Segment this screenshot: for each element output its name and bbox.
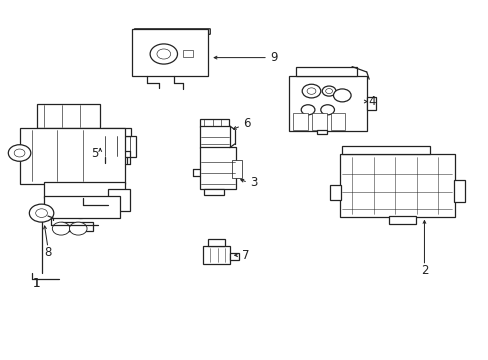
FancyBboxPatch shape [232, 160, 242, 178]
Text: 2: 2 [420, 264, 427, 276]
Text: 1: 1 [33, 277, 41, 290]
Circle shape [69, 222, 87, 235]
Text: 8: 8 [44, 246, 52, 258]
Circle shape [8, 145, 31, 161]
FancyBboxPatch shape [44, 182, 124, 198]
FancyBboxPatch shape [330, 113, 345, 130]
Text: 6: 6 [243, 117, 250, 130]
FancyBboxPatch shape [102, 128, 131, 136]
FancyBboxPatch shape [453, 180, 464, 202]
FancyBboxPatch shape [183, 50, 193, 57]
Circle shape [322, 86, 335, 96]
FancyBboxPatch shape [199, 126, 229, 148]
Circle shape [301, 105, 314, 115]
FancyBboxPatch shape [204, 189, 224, 195]
Circle shape [320, 105, 334, 115]
Circle shape [29, 204, 54, 222]
Text: 4: 4 [368, 95, 376, 108]
FancyBboxPatch shape [203, 246, 229, 264]
Text: 9: 9 [269, 51, 277, 64]
FancyBboxPatch shape [20, 128, 124, 184]
Circle shape [14, 149, 25, 157]
FancyBboxPatch shape [98, 129, 106, 135]
Polygon shape [134, 29, 210, 45]
Circle shape [325, 89, 332, 94]
FancyBboxPatch shape [37, 104, 100, 128]
FancyBboxPatch shape [339, 154, 454, 217]
Circle shape [52, 222, 70, 235]
FancyBboxPatch shape [132, 29, 207, 76]
FancyBboxPatch shape [342, 146, 429, 154]
FancyBboxPatch shape [61, 222, 93, 231]
FancyBboxPatch shape [293, 113, 307, 130]
FancyBboxPatch shape [229, 253, 238, 260]
FancyBboxPatch shape [44, 196, 120, 218]
FancyBboxPatch shape [199, 147, 236, 189]
Text: 1: 1 [33, 277, 41, 290]
FancyBboxPatch shape [366, 97, 375, 110]
FancyBboxPatch shape [311, 113, 326, 130]
Circle shape [333, 89, 350, 102]
Circle shape [36, 209, 47, 217]
Text: 3: 3 [249, 176, 257, 189]
Circle shape [306, 88, 315, 94]
FancyBboxPatch shape [388, 216, 415, 224]
FancyBboxPatch shape [329, 185, 340, 200]
FancyBboxPatch shape [316, 130, 326, 134]
FancyBboxPatch shape [288, 76, 366, 131]
Text: 7: 7 [241, 249, 249, 262]
FancyBboxPatch shape [97, 136, 136, 157]
FancyBboxPatch shape [207, 239, 224, 246]
FancyBboxPatch shape [107, 189, 129, 211]
Text: 5: 5 [90, 147, 98, 159]
Circle shape [70, 203, 91, 219]
Circle shape [157, 49, 170, 59]
FancyBboxPatch shape [200, 119, 228, 127]
FancyBboxPatch shape [295, 67, 356, 76]
Circle shape [302, 84, 320, 98]
Circle shape [85, 203, 105, 218]
Circle shape [150, 44, 177, 64]
